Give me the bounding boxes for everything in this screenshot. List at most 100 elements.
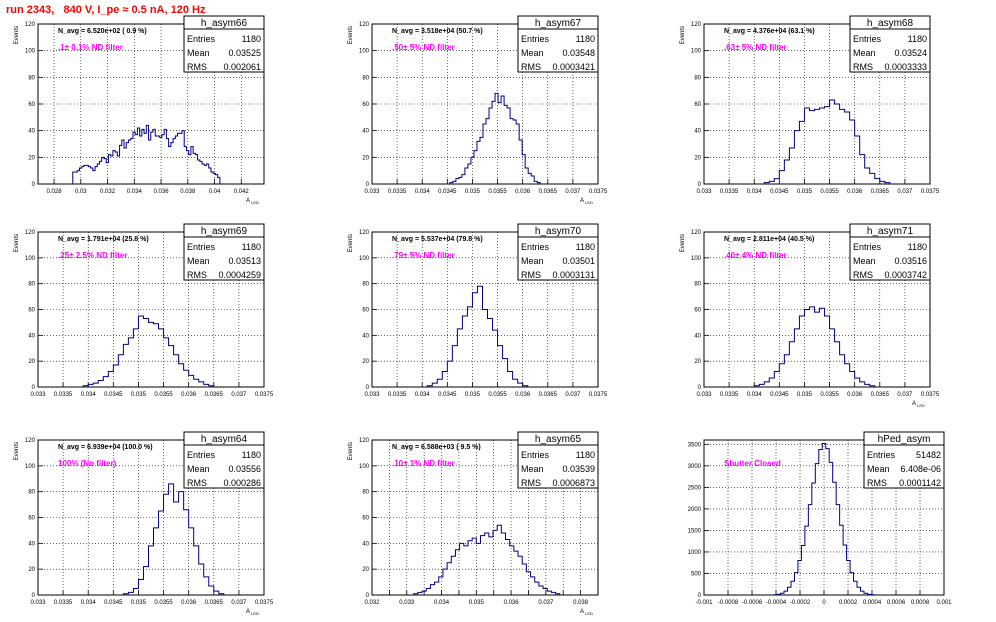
y-tick-label: 20: [28, 359, 35, 365]
x-tick-label: 0.036: [181, 600, 197, 606]
stats-label: Mean: [521, 464, 544, 474]
stats-title: h_asym64: [201, 434, 248, 445]
n-avg-label: N_avg = 6.588e+03 ( 9.5 %): [392, 444, 481, 451]
stats-box: [517, 431, 599, 489]
y-tick-label: 0: [32, 593, 36, 599]
x-tick-label: 0.03: [75, 189, 87, 195]
stats-value: 51482: [916, 450, 941, 460]
x-axis-title: A LED: [246, 609, 259, 616]
y-tick-label: 120: [691, 22, 702, 28]
stats-value: 0.0003421: [552, 62, 595, 72]
x-tick-label: 0: [822, 600, 826, 606]
x-tick-label: 0.035: [131, 392, 147, 398]
y-tick-label: 60: [28, 516, 35, 522]
filter-label: .40± 4% ND filter: [724, 251, 787, 260]
x-tick-label: 0.037: [897, 392, 913, 398]
y-tick-label: 40: [362, 541, 369, 547]
y-tick-label: 120: [25, 230, 36, 236]
histogram-series-h_asym70: [426, 285, 529, 387]
y-axis-title: Events: [14, 442, 20, 460]
y-tick-label: 0: [698, 385, 702, 391]
x-tick-label: 0.0335: [54, 392, 73, 398]
x-tick-label: 0.033: [364, 189, 380, 195]
stats-value: 0.0001142: [899, 478, 941, 488]
x-tick-label: 0.0345: [104, 600, 123, 606]
stats-label: RMS: [187, 62, 207, 72]
stats-value: 1180: [576, 34, 595, 44]
x-tick-label: 0.0345: [770, 392, 789, 398]
y-tick-label: 60: [362, 102, 369, 108]
filter-label: .25± 2.5% ND filter: [58, 251, 127, 260]
x-tick-label: 0.0375: [589, 189, 608, 195]
y-tick-label: 60: [694, 102, 701, 108]
filter-label: 100% (No filter): [58, 459, 117, 468]
stats-label: RMS: [853, 270, 873, 280]
stats-label: RMS: [521, 478, 541, 488]
x-tick-label: 0.0335: [720, 189, 739, 195]
y-axis-title: Events: [680, 26, 686, 44]
histogram-panel-h_asym67: 0.033 0.0335 0.034 0.0345 0.035 0.0355 0.036 0.…: [348, 15, 608, 205]
y-tick-label: 20: [694, 359, 701, 365]
histogram-panel-h_asym68: 0.033 0.0335 0.034 0.0345 0.035 0.0355 0.036 0.…: [680, 15, 940, 195]
x-tick-label: -0.001: [695, 600, 713, 606]
x-tick-label: 0.0345: [438, 392, 457, 398]
stats-box: [849, 223, 931, 281]
x-tick-label: 0.034: [127, 189, 143, 195]
stats-value: 0.0006873: [552, 478, 595, 488]
stats-value: 0.03556: [228, 464, 261, 474]
x-tick-label: 0.037: [897, 189, 913, 195]
y-tick-label: 20: [28, 567, 35, 573]
x-tick-label: 0.0008: [911, 600, 930, 606]
x-tick-label: 0.035: [131, 600, 147, 606]
x-tick-label: 0.0355: [820, 392, 839, 398]
x-tick-label: 0.0355: [488, 189, 507, 195]
stats-label: Entries: [187, 450, 216, 460]
x-tick-label: 0.035: [469, 600, 485, 606]
histogram-series-h_asym66: [72, 124, 221, 184]
x-tick-label: 0.0335: [388, 392, 407, 398]
x-tick-label: 0.0375: [255, 600, 274, 606]
x-tick-label: 0.001: [936, 600, 952, 606]
stats-title: h_asym71: [867, 226, 914, 237]
x-tick-label: 0.0365: [539, 189, 558, 195]
x-tick-label: 0.0375: [921, 189, 940, 195]
x-tick-label: 0.0006: [887, 600, 906, 606]
y-tick-label: 60: [28, 102, 35, 108]
y-axis-title: Events: [14, 234, 20, 252]
y-tick-label: 60: [28, 308, 35, 314]
x-tick-label: 0.0345: [770, 189, 789, 195]
y-tick-label: 60: [362, 516, 369, 522]
stats-label: Entries: [521, 34, 550, 44]
n-avg-label: N_avg = 5.537e+04 (79.8 %): [392, 236, 483, 243]
x-tick-label: 0.0335: [720, 392, 739, 398]
x-tick-label: 0.035: [797, 392, 813, 398]
stats-box: [183, 431, 265, 489]
stats-title: h_asym67: [535, 18, 582, 29]
histogram-series-hPed_asym: [773, 442, 875, 596]
stats-label: Mean: [853, 48, 876, 58]
x-tick-label: 0.036: [154, 189, 170, 195]
x-tick-label: 0.037: [565, 392, 581, 398]
stats-value: 0.0003742: [884, 270, 927, 280]
x-tick-label: 0.0365: [871, 392, 890, 398]
x-tick-label: 0.0375: [589, 392, 608, 398]
stats-label: Entries: [521, 242, 550, 252]
x-tick-label: 0.0345: [104, 392, 123, 398]
x-tick-label: -0.0004: [766, 600, 787, 606]
histogram-panel-h_asym64: 0.033 0.0335 0.034 0.0345 0.035 0.0355 0.036 0.…: [14, 431, 274, 616]
y-tick-label: 0: [698, 182, 702, 188]
stats-value: 0.03516: [894, 256, 927, 266]
x-tick-label: 0.0355: [820, 189, 839, 195]
stats-value: 0.03501: [562, 256, 595, 266]
x-tick-label: 0.0345: [438, 189, 457, 195]
x-axis-title: A LED: [580, 198, 593, 205]
n-avg-label: N_avg = 2.811e+04 (40.5 %): [724, 236, 814, 243]
y-tick-label: 0: [366, 385, 370, 391]
n-avg-label: N_avg = 6.520e+02 ( 0.9 %): [58, 28, 147, 35]
x-tick-label: 0.0365: [205, 600, 224, 606]
y-tick-label: 100: [359, 256, 370, 262]
histogram-series-h_asym68: [763, 99, 891, 184]
n-avg-label: N_avg = 1.791e+04 (25.8 %): [58, 236, 149, 243]
histogram-series-h_asym65: [413, 524, 561, 595]
